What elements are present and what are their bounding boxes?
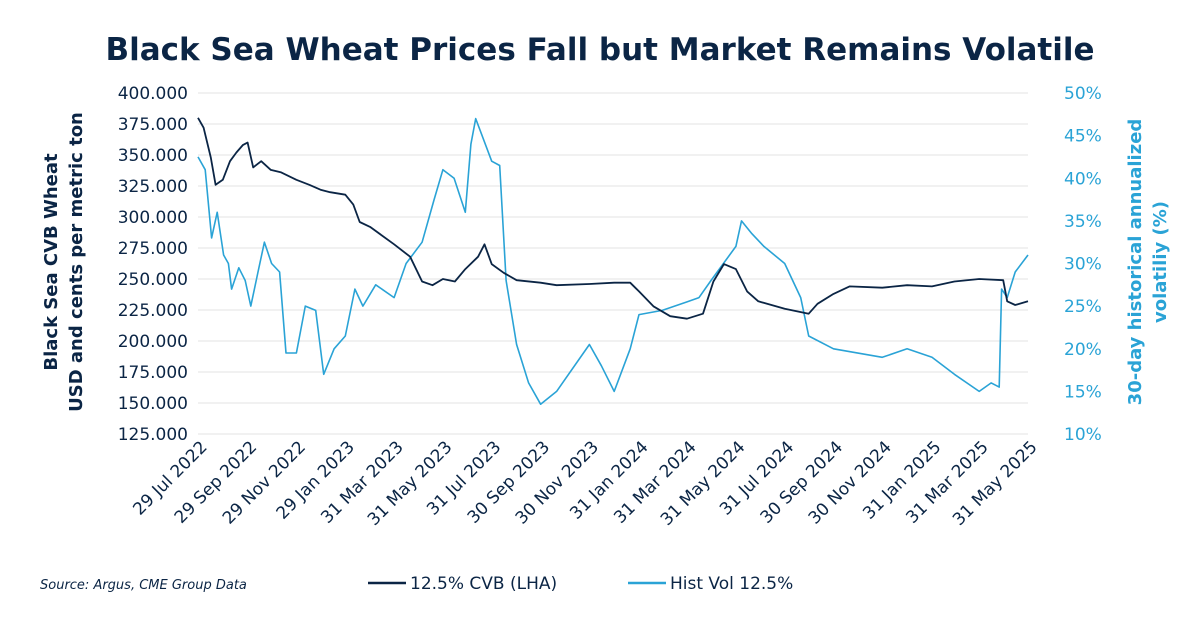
- left-tick-label: 275.000: [118, 239, 188, 259]
- series-line-hist-vol: [197, 117, 1029, 405]
- gridlines: [198, 92, 1028, 435]
- left-axis-label: Black Sea CVB Wheat USD and cents per me…: [41, 112, 87, 412]
- series-line-cvb: [197, 117, 1029, 320]
- right-tick-label: 35%: [1064, 212, 1102, 232]
- right-tick-label: 45%: [1064, 127, 1102, 147]
- x-tick-label: 31 May 2024: [657, 437, 750, 530]
- right-tick-label: 20%: [1064, 340, 1102, 360]
- left-tick-label: 200.000: [118, 332, 188, 352]
- left-tick-label: 225.000: [118, 301, 188, 321]
- left-tick-label: 300.000: [118, 208, 188, 228]
- right-axis-label-line2: volatiliy (%): [1150, 201, 1171, 323]
- legend: 12.5% CVB (LHA) Hist Vol 12.5%: [368, 574, 793, 594]
- left-tick-label: 350.000: [118, 146, 188, 166]
- x-tick-label: 31 May 2023: [364, 437, 457, 530]
- left-tick-label: 400.000: [118, 84, 188, 104]
- left-tick-label: 375.000: [118, 115, 188, 135]
- left-tick-label: 175.000: [118, 363, 188, 383]
- left-tick-label: 125.000: [118, 425, 188, 445]
- left-tick-label: 250.000: [118, 270, 188, 290]
- right-tick-label: 30%: [1064, 255, 1102, 275]
- chart-title: Black Sea Wheat Prices Fall but Market R…: [105, 32, 1094, 68]
- right-axis-ticks: 50% 45% 40% 35% 30% 25% 20% 15% 10%: [1064, 84, 1102, 445]
- right-tick-label: 40%: [1064, 169, 1102, 189]
- x-tick-label: 31 Mar 2025: [902, 437, 992, 527]
- right-tick-label: 10%: [1064, 425, 1102, 445]
- right-tick-label: 15%: [1064, 382, 1102, 402]
- right-axis-label: 30-day historical annualized volatiliy (…: [1125, 119, 1171, 406]
- source-note: Source: Argus, CME Group Data: [40, 578, 247, 593]
- left-axis-ticks: 400.000 375.000 350.000 325.000 300.000 275.0…: [118, 84, 188, 445]
- left-axis-label-line1: Black Sea CVB Wheat: [41, 153, 62, 371]
- right-tick-label: 25%: [1064, 297, 1102, 317]
- x-tick-label: 31 May 2025: [949, 437, 1042, 530]
- legend-label-cvb: 12.5% CVB (LHA): [410, 574, 557, 594]
- right-tick-label: 50%: [1064, 84, 1102, 104]
- right-axis-label-line1: 30-day historical annualized: [1125, 119, 1146, 406]
- legend-label-vol: Hist Vol 12.5%: [670, 574, 793, 594]
- left-tick-label: 150.000: [118, 394, 188, 414]
- left-axis-label-line2: USD and cents per metric ton: [66, 112, 87, 412]
- left-tick-label: 325.000: [118, 177, 188, 197]
